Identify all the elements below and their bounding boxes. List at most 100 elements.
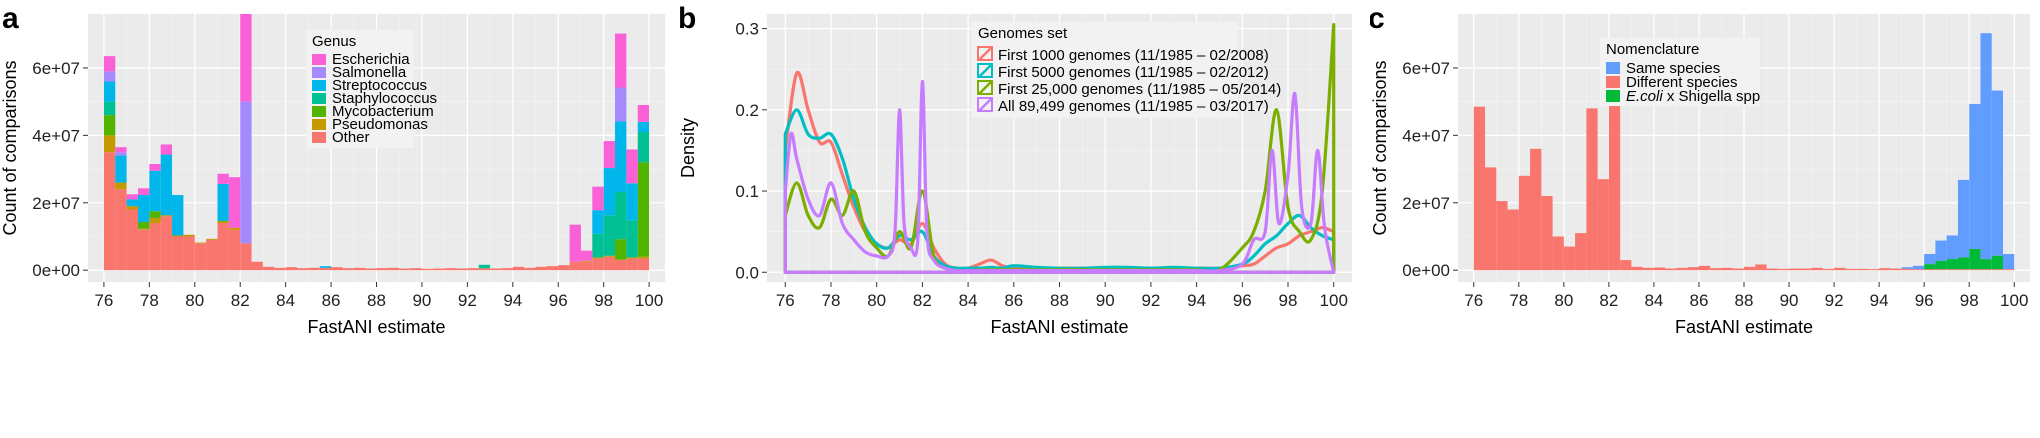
panel-label: a: [2, 2, 19, 35]
bar-escherichia: [240, 14, 252, 102]
x-tick-label: 88: [1050, 291, 1069, 310]
bar-other: [524, 267, 536, 271]
bar-different-species: [1530, 148, 1542, 271]
bar-other: [592, 258, 604, 271]
x-tick-label: 78: [140, 291, 159, 310]
bar-other: [228, 229, 241, 271]
x-tick-label: 76: [1464, 291, 1483, 310]
bar-pseudomonas: [228, 227, 241, 230]
y-tick-label: 0.1: [735, 182, 759, 201]
bar-different-species: [1879, 268, 1891, 271]
bar-different-species: [1901, 268, 1913, 271]
bar-streptococcus: [137, 195, 150, 222]
bar-other: [126, 209, 138, 271]
bar-different-species: [1665, 268, 1677, 271]
bar-same-species: [1957, 179, 1970, 258]
legend-key: [312, 119, 326, 130]
x-tick-label: 96: [1233, 291, 1252, 310]
bar-escherichia: [228, 177, 241, 228]
bar-different-species: [1473, 106, 1486, 271]
bar-e-coli-x-shigella-spp: [1969, 248, 1981, 270]
legend-key-line: [978, 81, 992, 95]
bar-same-species: [1980, 33, 1992, 260]
x-tick-label: 86: [1004, 291, 1023, 310]
bar-streptococcus: [103, 81, 116, 102]
y-tick-label: 0e+00: [32, 261, 80, 280]
bar-other: [501, 268, 513, 271]
bar-other: [376, 268, 388, 271]
density-line-3: [783, 79, 1336, 274]
legend-key: [1606, 76, 1620, 88]
x-tick-label: 86: [322, 291, 341, 310]
bar-staphylococcus: [478, 264, 491, 269]
bar-same-species: [2002, 254, 2015, 270]
legend-key: [977, 80, 993, 95]
bar-escherichia: [126, 194, 138, 200]
bar-different-species: [1946, 269, 1958, 271]
x-axis-title: FastANI estimate: [1675, 317, 1813, 337]
x-tick-label: 76: [94, 291, 113, 310]
legend-key: [312, 106, 326, 117]
bar-pseudomonas: [137, 228, 150, 230]
bar-other: [103, 152, 116, 271]
bar-different-species: [1755, 264, 1767, 271]
bar-different-species: [1507, 209, 1519, 271]
bar-escherichia: [626, 149, 638, 184]
bar-other: [149, 223, 161, 271]
bar-pseudomonas: [626, 257, 638, 259]
x-tick-label: 98: [1279, 291, 1298, 310]
bar-staphylococcus: [592, 233, 604, 258]
bar-other: [478, 268, 491, 271]
bar-streptococcus: [217, 183, 229, 221]
histogram-genus-chart: 76 78 80 82 84 86 88 90 92 94 96 98 100 0e+00 2e+07 4e+…: [0, 2, 665, 337]
bar-different-species: [1653, 267, 1666, 271]
bar-other: [512, 266, 525, 271]
bar-salmonella: [115, 152, 127, 156]
legend-key: [312, 67, 326, 78]
bar-pseudomonas: [172, 235, 184, 237]
bar-different-species: [1732, 268, 1744, 271]
bar-other: [240, 243, 252, 271]
panel-label: c: [1370, 2, 1385, 35]
x-tick-label: 96: [549, 291, 568, 310]
legend-label: First 1000 genomes (11/1985 – 02/2008): [998, 47, 1269, 64]
bar-other: [206, 239, 218, 271]
bar-different-species: [1766, 268, 1778, 271]
legend-key: [312, 132, 326, 143]
bar-staphylococcus: [637, 131, 650, 163]
legend-label: First 5000 genomes (11/1985 – 02/2012): [998, 64, 1269, 81]
legend-label: Other: [332, 129, 370, 146]
x-axis-title: FastANI estimate: [990, 317, 1128, 337]
x-axis-title: FastANI estimate: [307, 317, 445, 337]
x-tick-label: 78: [822, 291, 841, 310]
bar-different-species: [1552, 236, 1564, 271]
panel-b: 76 78 80 82 84 86 88 90 92 94 96 98 100 0.0 0.1 0.2 0.3 b…: [678, 0, 1370, 433]
bar-streptococcus: [115, 155, 127, 183]
legend-title: Genus: [312, 33, 356, 50]
bar-escherichia: [115, 147, 127, 153]
bar-pseudomonas: [603, 255, 616, 257]
bar-other: [580, 261, 593, 271]
bar-streptococcus: [603, 168, 616, 216]
panel-c: 76 78 80 82 84 86 88 90 92 94 96 98 100 0e+00 2e+07 4e+…: [1368, 0, 2040, 433]
legend-box: [972, 22, 1238, 118]
bar-other: [490, 268, 502, 271]
legend-label: Mycobacterium: [332, 103, 434, 120]
legend-label: Escherichia: [332, 51, 410, 68]
bar-other: [637, 258, 650, 271]
bar-other: [353, 267, 366, 271]
bar-other: [399, 268, 411, 271]
legend-title: Genomes set: [978, 25, 1068, 42]
bar-different-species: [1957, 269, 1970, 271]
x-tick-label: 84: [1644, 291, 1663, 310]
legend-label: E.coli x Shigella spp: [1626, 88, 1760, 105]
bar-other: [444, 268, 457, 271]
bar-other: [558, 265, 570, 271]
bar-escherichia: [217, 173, 229, 184]
bar-other: [569, 261, 581, 271]
bar-other: [615, 260, 627, 271]
x-tick-label: 92: [1825, 291, 1844, 310]
bar-different-species: [1811, 267, 1823, 271]
bar-staphylococcus: [103, 101, 116, 116]
legend-key: [312, 54, 326, 65]
